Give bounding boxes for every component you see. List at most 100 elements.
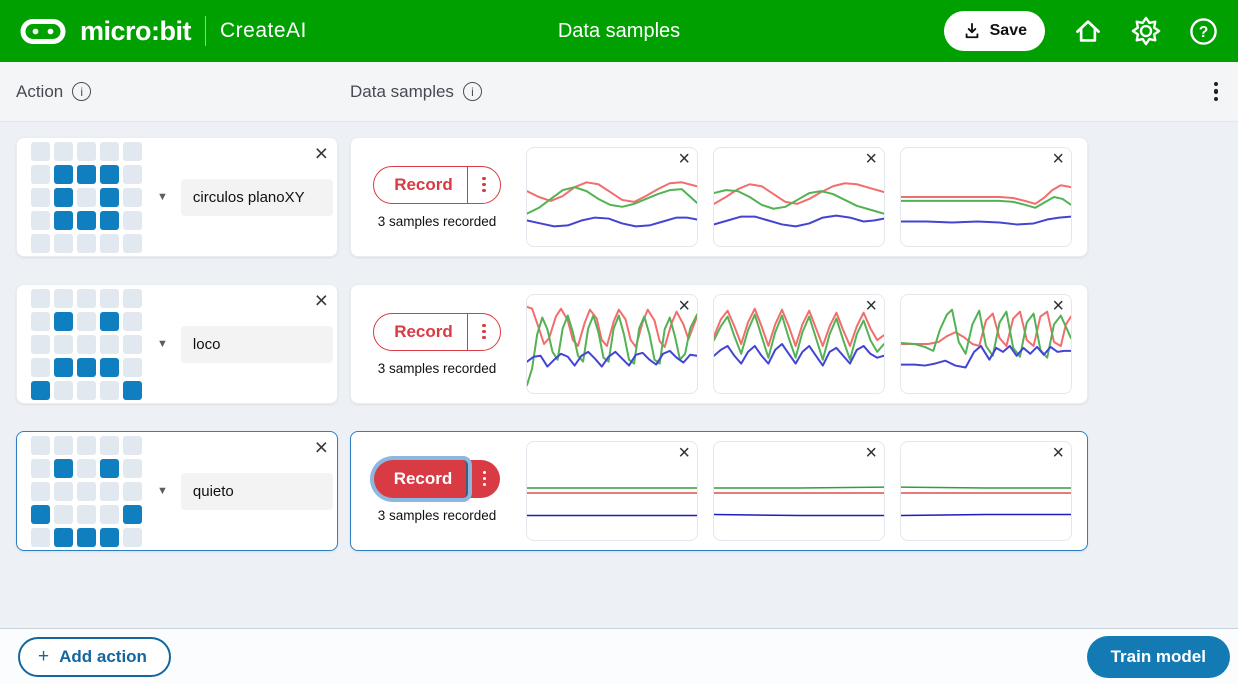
action-column-label: Action: [16, 81, 64, 101]
chevron-down-icon[interactable]: ▼: [157, 485, 168, 497]
data-samples-column-header: Data samples i: [350, 82, 482, 102]
bottom-bar: + Add action Train model: [0, 628, 1238, 684]
led-pixel: [77, 435, 96, 455]
record-button[interactable]: Record: [373, 459, 469, 498]
action-card: × ▼: [16, 431, 338, 551]
led-pixel: [77, 527, 96, 547]
led-pixel: [54, 334, 73, 354]
delete-sample-button[interactable]: ×: [865, 442, 877, 464]
data-samples-column-label: Data samples: [350, 81, 454, 101]
led-pixel: [31, 435, 50, 455]
led-pixel: [100, 311, 119, 331]
record-options-button[interactable]: [468, 314, 500, 350]
actions-list: × ▼ Record 3 samples recorded × × × × ▼: [0, 122, 1238, 551]
app-name: CreateAI: [220, 19, 307, 42]
led-pixel: [100, 357, 119, 377]
help-button[interactable]: ?: [1189, 17, 1218, 46]
record-button[interactable]: Record: [374, 313, 468, 350]
save-download-icon: [965, 23, 978, 39]
led-pixel: [100, 233, 119, 253]
led-pixel: [123, 458, 142, 478]
led-pixel: [123, 141, 142, 161]
led-pixel: [123, 311, 142, 331]
led-pixel: [31, 357, 50, 377]
led-pixel: [54, 504, 73, 524]
led-grid[interactable]: [31, 435, 142, 547]
chevron-down-icon[interactable]: ▼: [157, 338, 168, 350]
led-pixel: [77, 458, 96, 478]
action-info-icon[interactable]: i: [72, 82, 92, 101]
led-pixel: [54, 357, 73, 377]
led-pixel: [77, 357, 96, 377]
record-options-button[interactable]: [468, 460, 500, 498]
delete-sample-button[interactable]: ×: [678, 295, 690, 317]
delete-sample-button[interactable]: ×: [1052, 295, 1064, 317]
record-button[interactable]: Record: [374, 166, 468, 203]
top-bar: micro:bit CreateAI Data samples Save ?: [0, 0, 1238, 62]
delete-action-button[interactable]: ×: [314, 140, 328, 166]
led-pixel: [77, 187, 96, 207]
delete-action-button[interactable]: ×: [314, 287, 328, 313]
led-pixel: [100, 435, 119, 455]
led-pixel: [100, 504, 119, 524]
settings-button[interactable]: [1131, 16, 1161, 46]
action-name-input[interactable]: [180, 472, 333, 510]
led-pixel: [54, 481, 73, 501]
led-pixel: [77, 141, 96, 161]
home-icon: [1076, 20, 1100, 42]
record-button-group: Record: [373, 459, 501, 498]
sample-chart: ×: [900, 441, 1072, 541]
delete-sample-button[interactable]: ×: [1052, 148, 1064, 170]
led-pixel: [100, 187, 119, 207]
data-samples-info-icon[interactable]: i: [462, 82, 482, 101]
delete-sample-button[interactable]: ×: [865, 148, 877, 170]
led-pixel: [54, 164, 73, 184]
led-pixel: [31, 210, 50, 230]
sample-sparkline: [901, 295, 1071, 393]
add-action-button[interactable]: + Add action: [18, 636, 171, 677]
led-pixel: [54, 187, 73, 207]
train-model-button[interactable]: Train model: [1086, 635, 1230, 678]
led-pixel: [31, 311, 50, 331]
led-pixel: [54, 210, 73, 230]
delete-sample-button[interactable]: ×: [678, 148, 690, 170]
led-pixel: [123, 435, 142, 455]
delete-sample-button[interactable]: ×: [865, 295, 877, 317]
microbit-logo-icon: [20, 18, 66, 44]
kebab-icon: [482, 323, 486, 340]
delete-sample-button[interactable]: ×: [1052, 442, 1064, 464]
sample-chart: ×: [900, 294, 1072, 394]
home-button[interactable]: [1073, 16, 1103, 46]
save-button[interactable]: Save: [943, 11, 1045, 51]
action-name-input[interactable]: [180, 178, 333, 216]
samples-panel: Record 3 samples recorded × × ×: [350, 431, 1088, 551]
chevron-down-icon[interactable]: ▼: [157, 191, 168, 203]
plus-icon: +: [38, 645, 50, 667]
gear-icon: [1131, 16, 1161, 46]
record-options-button[interactable]: [468, 167, 500, 203]
sample-chart: ×: [526, 294, 698, 394]
record-button-group: Record: [373, 165, 501, 204]
sample-sparkline: [714, 295, 884, 393]
led-pixel: [31, 481, 50, 501]
sample-chart: ×: [900, 147, 1072, 247]
delete-action-button[interactable]: ×: [314, 434, 328, 460]
led-pixel: [100, 380, 119, 400]
sample-charts: × × ×: [526, 147, 1072, 247]
led-grid[interactable]: [31, 141, 142, 253]
led-pixel: [54, 435, 73, 455]
kebab-icon: [1213, 81, 1218, 102]
action-name-input[interactable]: [180, 325, 333, 363]
led-pixel: [123, 334, 142, 354]
overflow-menu-button[interactable]: [1213, 81, 1218, 102]
delete-sample-button[interactable]: ×: [678, 442, 690, 464]
sample-sparkline: [901, 442, 1071, 540]
record-button-group: Record: [373, 312, 501, 351]
led-pixel: [31, 334, 50, 354]
led-grid[interactable]: [31, 288, 142, 400]
led-pixel: [123, 288, 142, 308]
page-title: Data samples: [557, 19, 681, 42]
led-pixel: [100, 481, 119, 501]
led-pixel: [123, 504, 142, 524]
brand[interactable]: micro:bit CreateAI: [20, 16, 307, 47]
